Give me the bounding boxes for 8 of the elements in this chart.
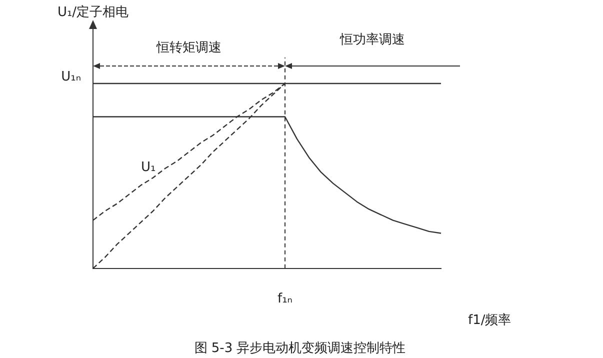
text: f₁ₙ (278, 291, 292, 306)
x-axis-title: f1/频率 (468, 312, 512, 328)
text: 图 5-3 异步电动机变频调速控制特性 (194, 341, 406, 356)
text: 恒功率调速 (339, 31, 405, 48)
y-axis-title: U₁/定子相电 (57, 5, 129, 20)
text: U₁ₙ (61, 69, 81, 84)
text: 恒转矩调速 (156, 40, 222, 56)
series-label: U₁ (141, 160, 156, 176)
